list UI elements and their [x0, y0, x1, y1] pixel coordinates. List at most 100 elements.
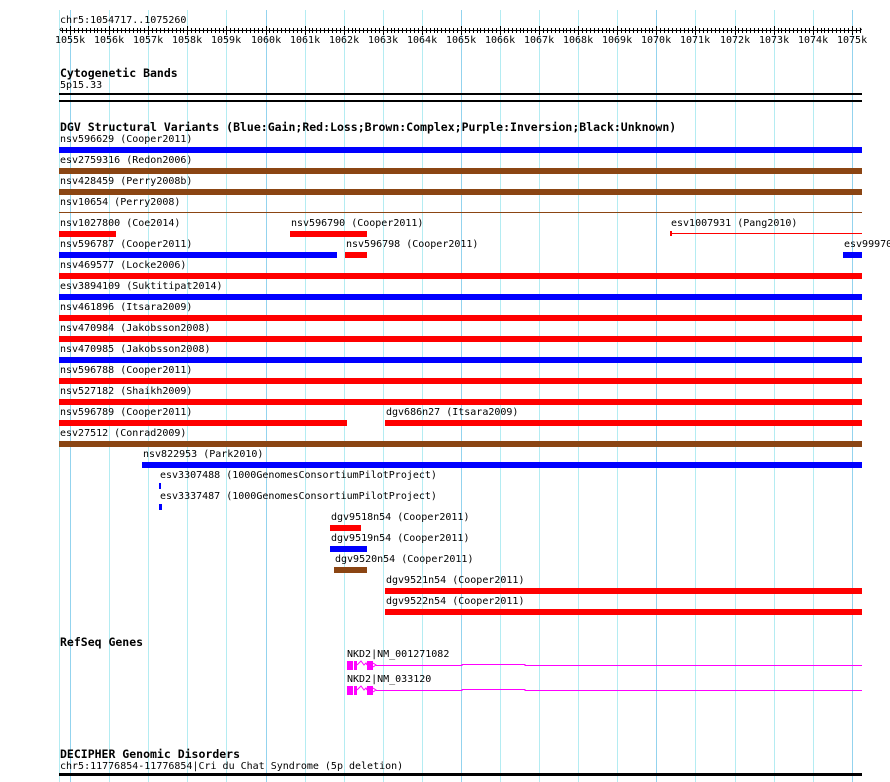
variant-bar[interactable]	[59, 294, 862, 300]
variant-label[interactable]: nsv10654 (Perry2008)	[60, 197, 181, 208]
variant-bar[interactable]	[334, 567, 367, 573]
variant-label[interactable]: nsv461896 (Itsara2009)	[60, 302, 193, 313]
variant-bar[interactable]	[142, 462, 862, 468]
ruler-tick	[219, 28, 220, 33]
ruler-tick	[672, 28, 673, 33]
ruler-tick	[484, 28, 485, 33]
ruler-tick	[707, 28, 708, 33]
ruler-tick	[527, 28, 528, 33]
ruler-tick	[625, 28, 626, 33]
ruler-tick	[781, 28, 782, 33]
ruler-tick	[762, 28, 763, 33]
variant-bar[interactable]	[59, 336, 862, 342]
variant-bar[interactable]	[843, 252, 862, 258]
ruler-tick	[394, 28, 395, 33]
ruler-tick	[348, 28, 349, 33]
variant-bar[interactable]	[345, 252, 367, 258]
variant-label[interactable]: nsv527182 (Shaikh2009)	[60, 386, 193, 397]
variant-label[interactable]: dgv686n27 (Itsara2009)	[386, 407, 519, 418]
grid-line	[226, 10, 227, 782]
variant-bar[interactable]	[59, 147, 862, 153]
variant-label[interactable]: dgv9522n54 (Cooper2011)	[386, 596, 525, 607]
variant-bar[interactable]	[59, 420, 347, 426]
ruler-tick	[801, 28, 802, 33]
decipher-track-title[interactable]: DECIPHER Genomic Disorders	[60, 747, 241, 761]
variant-bar[interactable]	[59, 273, 862, 279]
variant-bar[interactable]	[59, 212, 862, 213]
variant-bar[interactable]	[385, 609, 862, 615]
ruler-tick	[754, 28, 755, 33]
variant-label[interactable]: dgv9519n54 (Cooper2011)	[331, 533, 470, 544]
grid-line	[70, 10, 71, 782]
ruler-tick	[821, 28, 822, 33]
variant-label[interactable]: nsv596789 (Cooper2011)	[60, 407, 193, 418]
ruler-tick	[520, 28, 521, 33]
ruler-tick	[320, 28, 321, 33]
ruler-tick	[285, 28, 286, 33]
variant-label[interactable]: nsv470985 (Jakobsson2008)	[60, 344, 211, 355]
ruler-label: 1062k	[329, 35, 360, 46]
variant-label[interactable]: nsv428459 (Perry2008b)	[60, 176, 193, 187]
variant-label[interactable]: dgv9520n54 (Cooper2011)	[335, 554, 474, 565]
variant-bar[interactable]	[330, 525, 361, 531]
variant-label[interactable]: esv99970	[844, 239, 890, 250]
variant-bar[interactable]	[59, 189, 862, 195]
ruler-tick	[97, 28, 98, 33]
ruler-tick	[82, 28, 83, 33]
variant-label[interactable]: nsv596629 (Cooper2011)	[60, 134, 193, 145]
ruler-tick	[598, 28, 599, 33]
variant-label[interactable]: esv27512 (Conrad2009)	[60, 428, 187, 439]
transcript-glyph[interactable]	[347, 660, 890, 672]
variant-bar[interactable]	[330, 546, 367, 552]
transcript-label[interactable]: NKD2|NM_033120	[347, 674, 432, 685]
ruler-tick	[355, 28, 356, 33]
ruler-tick	[74, 28, 75, 33]
ruler-tick	[66, 28, 67, 33]
variant-bar[interactable]	[59, 252, 337, 258]
variant-label[interactable]: nsv596787 (Cooper2011)	[60, 239, 193, 250]
variant-bar[interactable]	[159, 504, 162, 510]
variant-label[interactable]: esv2759316 (Redon2006)	[60, 155, 193, 166]
ruler-tick	[531, 28, 532, 33]
variant-label[interactable]: dgv9518n54 (Cooper2011)	[331, 512, 470, 523]
variant-bar[interactable]	[59, 357, 862, 363]
variant-label[interactable]: esv1007931 (Pang2010)	[671, 218, 798, 229]
variant-label[interactable]: esv3337487 (1000GenomesConsortiumPilotPr…	[160, 491, 437, 502]
refseq-track-title[interactable]: RefSeq Genes	[60, 635, 144, 649]
variant-bar[interactable]	[59, 399, 862, 405]
ruler-tick	[426, 28, 427, 33]
variant-label[interactable]: nsv596790 (Cooper2011)	[291, 218, 424, 229]
variant-bar[interactable]	[159, 483, 161, 489]
ruler-tick	[375, 28, 376, 33]
variant-label[interactable]: esv3894109 (Suktitipat2014)	[60, 281, 223, 292]
variant-bar[interactable]	[385, 420, 862, 426]
variant-bar[interactable]	[59, 441, 862, 447]
ruler-tick	[191, 28, 192, 33]
variant-label[interactable]: nsv822953 (Park2010)	[143, 449, 264, 460]
cytoband-bar[interactable]	[59, 93, 862, 102]
ruler-tick	[609, 28, 610, 33]
variant-bar[interactable]	[59, 231, 116, 237]
ruler-tick	[742, 28, 743, 33]
variant-bar[interactable]	[59, 168, 862, 174]
variant-bar[interactable]	[670, 233, 862, 234]
variant-bar[interactable]	[385, 588, 862, 594]
cytoband-track-title[interactable]: Cytogenetic Bands	[60, 66, 178, 80]
variant-bar[interactable]	[59, 378, 862, 384]
decipher-feature-label[interactable]: chr5:11776854-11776854|Cri du Chat Syndr…	[60, 761, 404, 772]
variant-label[interactable]: nsv469577 (Locke2006)	[60, 260, 187, 271]
variant-label[interactable]: esv3307488 (1000GenomesConsortiumPilotPr…	[160, 470, 437, 481]
variant-label[interactable]: nsv596788 (Cooper2011)	[60, 365, 193, 376]
transcript-glyph[interactable]	[347, 685, 890, 697]
variant-bar[interactable]	[59, 315, 862, 321]
intron-line	[376, 689, 862, 691]
transcript-label[interactable]: NKD2|NM_001271082	[347, 649, 450, 660]
exon	[367, 661, 373, 670]
variant-label[interactable]: nsv1027800 (Coe2014)	[60, 218, 181, 229]
variant-bar[interactable]	[290, 231, 367, 237]
decipher-feature-bar[interactable]	[59, 773, 862, 776]
variant-label[interactable]: nsv470984 (Jakobsson2008)	[60, 323, 211, 334]
variant-label[interactable]: dgv9521n54 (Cooper2011)	[386, 575, 525, 586]
variant-label[interactable]: nsv596798 (Cooper2011)	[346, 239, 479, 250]
dgv-track-title[interactable]: DGV Structural Variants (Blue:Gain;Red:L…	[60, 120, 677, 134]
